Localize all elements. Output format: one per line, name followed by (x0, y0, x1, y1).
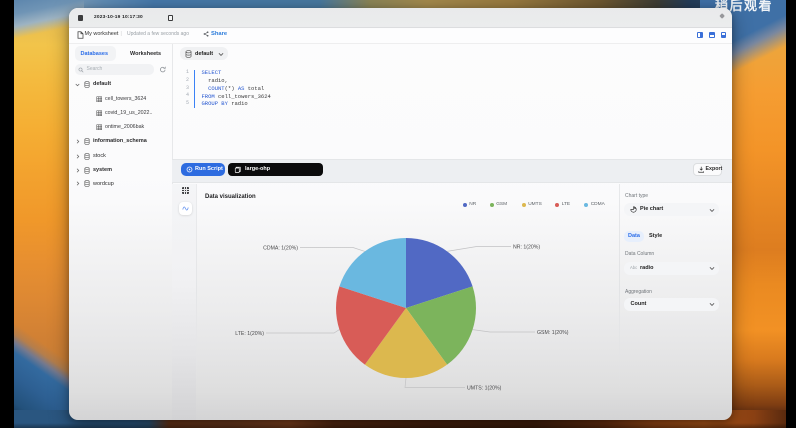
svg-text:LTE: 1(20%): LTE: 1(20%) (235, 331, 264, 337)
svg-text:CDMA: 1(20%): CDMA: 1(20%) (263, 245, 298, 251)
svg-text:GSM: 1(20%): GSM: 1(20%) (537, 330, 569, 336)
svg-text:NR: 1(20%): NR: 1(20%) (513, 244, 540, 250)
svg-text:UMTS: 1(20%): UMTS: 1(20%) (467, 385, 502, 391)
